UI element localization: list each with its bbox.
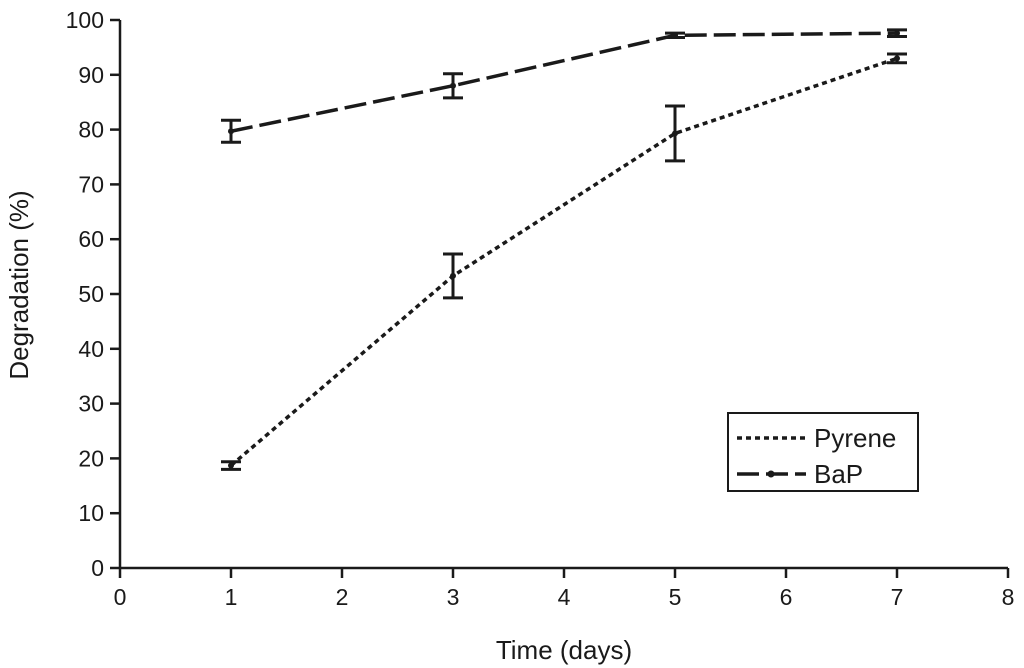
y-tick-label: 30 <box>78 391 104 417</box>
y-tick-label: 50 <box>78 281 104 307</box>
x-tick-label: 2 <box>336 584 349 610</box>
data-point-bap <box>228 128 234 135</box>
data-point-pyrene <box>894 55 900 62</box>
data-point-pyrene <box>228 462 234 469</box>
y-tick-label: 20 <box>78 445 104 471</box>
series-line-bap <box>230 31 898 133</box>
x-axis-title: Time (days) <box>496 635 632 665</box>
y-tick-label: 90 <box>78 62 104 88</box>
legend: Pyrene BaP <box>727 412 919 492</box>
x-tick-label: 7 <box>891 584 904 610</box>
y-tick-label: 100 <box>66 7 104 33</box>
data-point-bap <box>672 32 678 39</box>
data-point-pyrene <box>450 272 456 279</box>
series-pyrene <box>221 52 907 471</box>
x-tick-label: 4 <box>558 584 571 610</box>
x-axis-ticks: 0 1 2 3 4 5 6 7 8 <box>114 568 1015 610</box>
x-tick-label: 8 <box>1002 584 1015 610</box>
series <box>221 28 907 471</box>
data-point-pyrene <box>672 130 678 137</box>
x-tick-label: 1 <box>225 584 238 610</box>
y-axis-title: Degradation (%) <box>4 190 34 379</box>
data-point-bap <box>894 30 900 37</box>
y-tick-label: 70 <box>78 171 104 197</box>
y-tick-label: 10 <box>78 500 104 526</box>
x-tick-label: 6 <box>780 584 793 610</box>
series-line-pyrene <box>229 56 898 467</box>
legend-marker-bap <box>767 470 775 478</box>
y-tick-label: 80 <box>78 117 104 143</box>
legend-label-bap: BaP <box>814 459 863 489</box>
data-point-bap <box>450 82 456 89</box>
y-tick-label: 40 <box>78 336 104 362</box>
x-tick-label: 5 <box>669 584 682 610</box>
y-tick-label: 0 <box>91 555 104 581</box>
legend-box <box>727 412 919 492</box>
series-bap <box>221 28 907 144</box>
x-tick-label: 3 <box>447 584 460 610</box>
y-axis-ticks: 0 10 20 30 40 50 60 70 80 90 100 <box>66 7 120 581</box>
x-tick-label: 0 <box>114 584 127 610</box>
y-tick-label: 60 <box>78 226 104 252</box>
legend-label-pyrene: Pyrene <box>814 423 896 453</box>
